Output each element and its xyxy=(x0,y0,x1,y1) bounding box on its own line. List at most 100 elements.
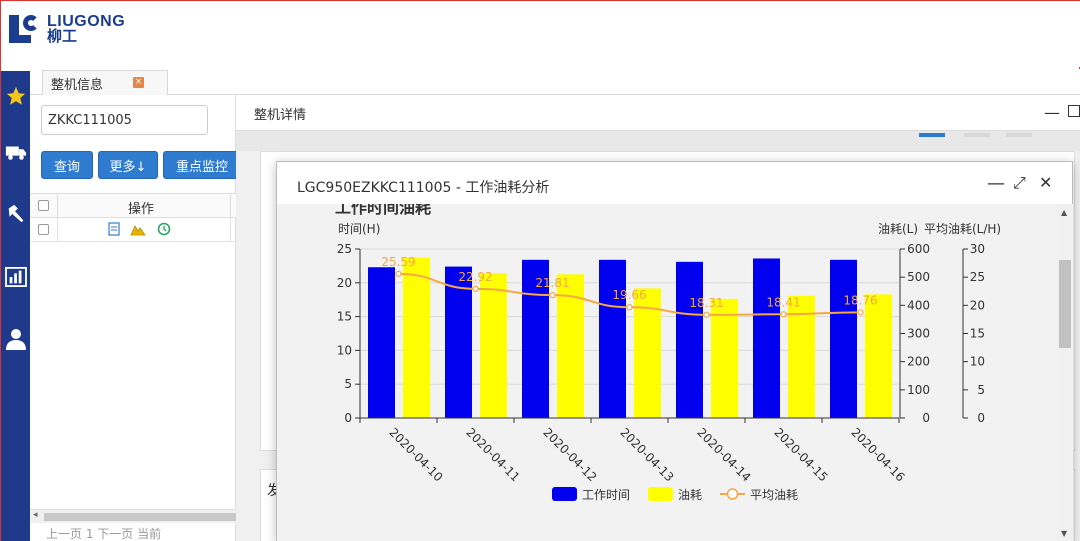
bar-chart-icon[interactable] xyxy=(1,262,30,292)
y-right1-tick-label: 500 xyxy=(907,270,930,284)
detail-title: 整机详情 xyxy=(254,108,307,123)
avg-fuel-point xyxy=(703,311,710,318)
bar-work-time xyxy=(676,261,703,418)
x-tick-label: 2020-04-15 xyxy=(771,425,830,484)
history-icon[interactable] xyxy=(157,222,171,240)
y-right1-tick-label: 200 xyxy=(907,355,930,369)
minimize-button[interactable]: — xyxy=(987,173,1005,194)
user-icon[interactable] xyxy=(1,324,30,354)
scroll-down-icon[interactable]: ▼ xyxy=(1061,529,1068,538)
minimize-button[interactable]: — xyxy=(1044,103,1060,122)
legend-item[interactable]: 工作时间 xyxy=(552,487,630,502)
y-right2-tick-label: 10 xyxy=(970,355,985,369)
more-button[interactable]: 更多↓ xyxy=(98,151,158,179)
liugong-logo[interactable]: LIUGONG 柳工 xyxy=(9,13,125,45)
legend-item[interactable]: 油耗 xyxy=(648,487,702,502)
y-axis-left-label: 时间(H) xyxy=(338,222,380,236)
pager-text[interactable]: 上一页 1 下一页 当前 xyxy=(46,527,162,541)
y-left-tick-label: 0 xyxy=(344,411,352,425)
x-tick-label: 2020-04-12 xyxy=(540,425,599,484)
app-header: LIUGONG 柳工 xyxy=(1,1,1080,67)
x-tick-label: 2020-04-16 xyxy=(848,425,907,484)
chart-title: 工作时间油耗 xyxy=(335,204,431,217)
y-right1-tick-label: 100 xyxy=(907,383,930,397)
bar-fuel xyxy=(711,298,738,418)
maximize-button[interactable]: ⤢ xyxy=(1013,173,1026,192)
avg-fuel-data-label: 22.92 xyxy=(458,270,492,284)
document-icon[interactable] xyxy=(108,222,120,240)
x-tick-label: 2020-04-13 xyxy=(617,425,676,484)
scroll-left-icon[interactable]: ◂ xyxy=(33,510,38,520)
legend-label: 平均油耗 xyxy=(750,488,798,502)
vertical-scrollbar[interactable]: ▲ ▼ xyxy=(1057,204,1073,541)
legend-label: 油耗 xyxy=(678,488,702,502)
pager: 上一页 1 下一页 当前 xyxy=(30,525,236,541)
grid-header-actions: 操作 xyxy=(128,202,155,217)
avg-fuel-data-label: 18.76 xyxy=(843,293,877,307)
x-tick-label: 2020-04-11 xyxy=(463,425,522,484)
select-all-checkbox[interactable] xyxy=(38,200,49,211)
avg-fuel-data-label: 25.59 xyxy=(381,255,415,269)
maximize-button[interactable] xyxy=(1068,105,1080,117)
legend-item[interactable]: 平均油耗 xyxy=(720,488,798,502)
bar-work-time xyxy=(368,267,395,418)
close-button[interactable]: ✕ xyxy=(1039,173,1053,192)
y-right2-tick-label: 25 xyxy=(970,270,985,284)
x-tick-label: 2020-04-14 xyxy=(694,425,753,484)
detail-tab-indicator[interactable] xyxy=(919,133,945,137)
legend-swatch xyxy=(648,487,673,501)
table-row[interactable] xyxy=(30,218,236,242)
avg-fuel-data-label: 21.81 xyxy=(535,276,569,290)
legend-swatch-marker xyxy=(726,488,739,500)
avg-fuel-point xyxy=(780,311,787,318)
legend-label: 工作时间 xyxy=(582,488,630,502)
bar-work-time xyxy=(522,259,549,418)
y-left-tick-label: 25 xyxy=(337,242,352,256)
y-right1-tick-label: 400 xyxy=(907,298,930,312)
logo-mark-icon xyxy=(9,13,41,45)
legend-swatch xyxy=(552,487,577,501)
key-monitor-button[interactable]: 重点监控 xyxy=(163,151,241,179)
detail-tab-indicator[interactable] xyxy=(964,133,990,137)
scroll-up-icon[interactable]: ▲ xyxy=(1061,208,1068,217)
bar-fuel xyxy=(865,294,892,418)
detail-tab-indicator[interactable] xyxy=(1006,133,1032,137)
y-right2-tick-label: 30 xyxy=(970,242,985,256)
avg-fuel-point xyxy=(395,270,402,277)
detail-header: 整机详情 — xyxy=(236,95,1080,131)
search-input[interactable] xyxy=(41,105,208,135)
map-icon[interactable] xyxy=(130,222,146,240)
machine-list-panel: 查询 更多↓ 重点监控 操作 ◂ 上一页 1 下一页 当前 xyxy=(30,95,241,541)
y-left-tick-label: 5 xyxy=(344,377,352,391)
bar-fuel xyxy=(480,273,507,418)
y-left-tick-label: 10 xyxy=(337,343,352,357)
close-icon[interactable]: × xyxy=(133,77,144,88)
fuel-analysis-modal: LGC950EZKKC111005 - 工作油耗分析 — ⤢ ✕ 工作时间油耗 … xyxy=(276,161,1073,541)
modal-title: LGC950EZKKC111005 - 工作油耗分析 xyxy=(297,180,550,196)
star-icon[interactable] xyxy=(1,81,30,111)
hammer-icon[interactable] xyxy=(1,199,30,229)
y-right1-tick-label: 300 xyxy=(907,327,930,341)
y-axis-right1-label: 油耗(L) xyxy=(878,222,918,236)
bar-work-time xyxy=(753,258,780,418)
x-tick-label: 2020-04-10 xyxy=(386,425,445,484)
bar-fuel xyxy=(403,257,430,418)
row-checkbox[interactable] xyxy=(38,224,49,235)
y-left-tick-label: 20 xyxy=(337,276,352,290)
truck-icon[interactable] xyxy=(1,137,30,167)
horizontal-scrollbar[interactable]: ◂ xyxy=(30,509,236,523)
bar-work-time xyxy=(830,259,857,418)
bar-fuel xyxy=(788,295,815,418)
tab-label: 整机信息 xyxy=(51,78,104,93)
logo-text-cn: 柳工 xyxy=(47,27,78,45)
avg-fuel-data-label: 18.41 xyxy=(766,295,800,309)
grid-header: 操作 xyxy=(30,193,236,218)
query-button[interactable]: 查询 xyxy=(41,151,93,179)
y-left-tick-label: 15 xyxy=(337,310,352,324)
y-axis-right2-label: 平均油耗(L/H) xyxy=(924,222,1001,236)
chart-area: 工作时间油耗 时间(H) 油耗(L) 平均油耗(L/H) 25.59 22.92 2… xyxy=(277,204,1057,541)
avg-fuel-data-label: 19.66 xyxy=(612,288,646,302)
avg-fuel-point xyxy=(472,285,479,292)
tab-machine-info[interactable]: 整机信息 × xyxy=(42,70,168,95)
